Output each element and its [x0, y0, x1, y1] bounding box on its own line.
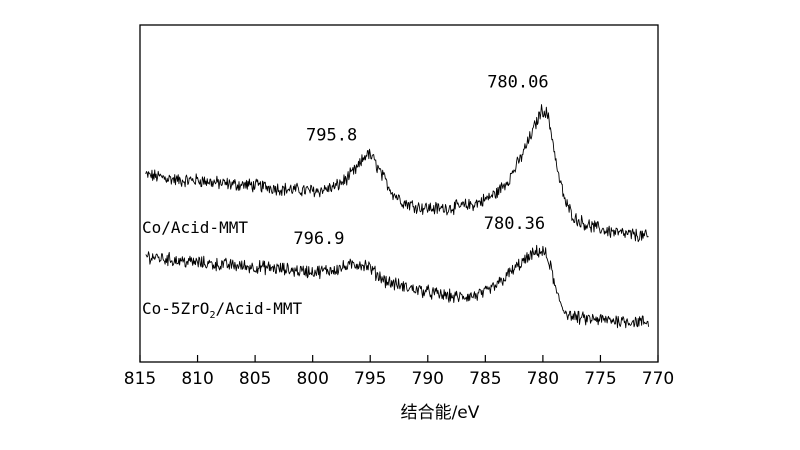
- x-axis-title: 结合能/eV: [401, 403, 480, 423]
- peak-annotation: 796.9: [293, 229, 344, 249]
- x-tick-label: 810: [181, 369, 213, 389]
- series-label-part: Co/Acid-MMT: [142, 218, 248, 237]
- x-axis-ticks: 815 810 805 800 795 790 785 780 775 770: [124, 355, 674, 389]
- x-tick-label: 775: [584, 369, 616, 389]
- x-tick-label: 780: [527, 369, 559, 389]
- peak-annotation: 795.8: [306, 126, 357, 146]
- series-label-part: Co-5ZrO: [142, 299, 209, 318]
- peak-annotation: 780.06: [487, 72, 548, 92]
- x-tick-label: 815: [124, 369, 156, 389]
- series-layer: [145, 104, 650, 329]
- x-tick-label: 805: [239, 369, 271, 389]
- x-tick-label: 770: [642, 369, 674, 389]
- x-tick-label: 785: [469, 369, 501, 389]
- series-label-1: Co-5ZrO2/Acid-MMT: [142, 299, 303, 321]
- series-line-0: [145, 104, 649, 243]
- peak-annotation: 780.36: [484, 214, 545, 234]
- x-tick-label: 795: [354, 369, 386, 389]
- series-line-1: [145, 244, 650, 329]
- x-tick-label: 790: [412, 369, 444, 389]
- labels-layer: 795.8 780.06 Co/Acid-MMT 796.9 780.36 Co-5ZrO…: [142, 72, 549, 321]
- series-label-0: Co/Acid-MMT: [142, 218, 248, 237]
- x-tick-label: 800: [296, 369, 328, 389]
- plot-frame: [139, 24, 659, 363]
- series-label-part: 2: [209, 310, 215, 321]
- series-label-part: /Acid-MMT: [215, 299, 302, 318]
